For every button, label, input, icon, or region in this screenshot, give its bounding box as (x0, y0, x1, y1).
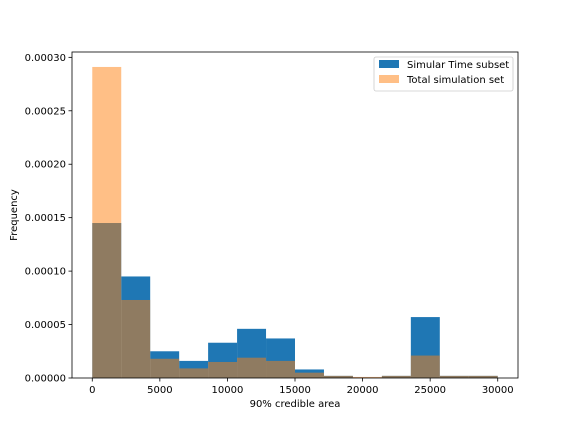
y-tick-label: 0.00000 (25, 374, 66, 385)
x-tick-label: 0 (89, 385, 95, 396)
bar-series1-bin9 (352, 376, 382, 378)
x-tick-label: 20000 (347, 385, 379, 396)
x-axis-label: 90% credible area (250, 399, 341, 410)
bar-series1-bin3 (179, 368, 209, 378)
bar-series1-bin2 (150, 358, 180, 378)
x-tick-label: 5000 (147, 385, 172, 396)
y-tick-label: 0.00030 (25, 53, 66, 64)
bar-series1-bin13 (468, 375, 498, 378)
y-tick-label: 0.00025 (25, 106, 66, 117)
x-tick-label: 30000 (482, 385, 514, 396)
bar-series1-bin10 (381, 375, 411, 378)
y-tick-label: 0.00015 (25, 213, 66, 224)
legend-box (373, 56, 514, 92)
legend: Simular Time subset Total simulation set (373, 56, 514, 92)
x-tick-label: 15000 (279, 385, 311, 396)
bar-series1-bin1 (121, 299, 151, 378)
y-tick-label: 0.00005 (25, 320, 66, 331)
y-axis: 0.00000 0.00005 0.00010 0.00015 0.00020 0.000… (25, 53, 72, 385)
bar-series1-bin8 (323, 375, 353, 378)
x-axis: 0 5000 10000 15000 20000 25000 30000 (89, 378, 514, 396)
y-tick-label: 0.00010 (25, 267, 66, 278)
x-tick-label: 25000 (414, 385, 446, 396)
bar-series1-bin7 (295, 372, 324, 378)
bar-series1-bin0 (92, 66, 122, 379)
y-tick-label: 0.00020 (25, 160, 66, 171)
bars-layer (92, 66, 498, 379)
bar-series1-bin12 (439, 375, 469, 378)
bar-series1-bin11 (410, 355, 440, 378)
x-tick-label: 10000 (212, 385, 244, 396)
bar-series1-bin6 (266, 360, 295, 378)
legend-label-simular-time-subset: Simular Time subset (407, 60, 509, 71)
y-axis-label: Frequency (9, 189, 20, 241)
bar-series1-bin5 (237, 357, 267, 378)
bar-series1-bin4 (208, 361, 238, 378)
legend-swatch-total-simulation-set (379, 75, 399, 83)
legend-label-total-simulation-set: Total simulation set (406, 75, 504, 86)
legend-swatch-simular-time-subset (379, 60, 399, 68)
